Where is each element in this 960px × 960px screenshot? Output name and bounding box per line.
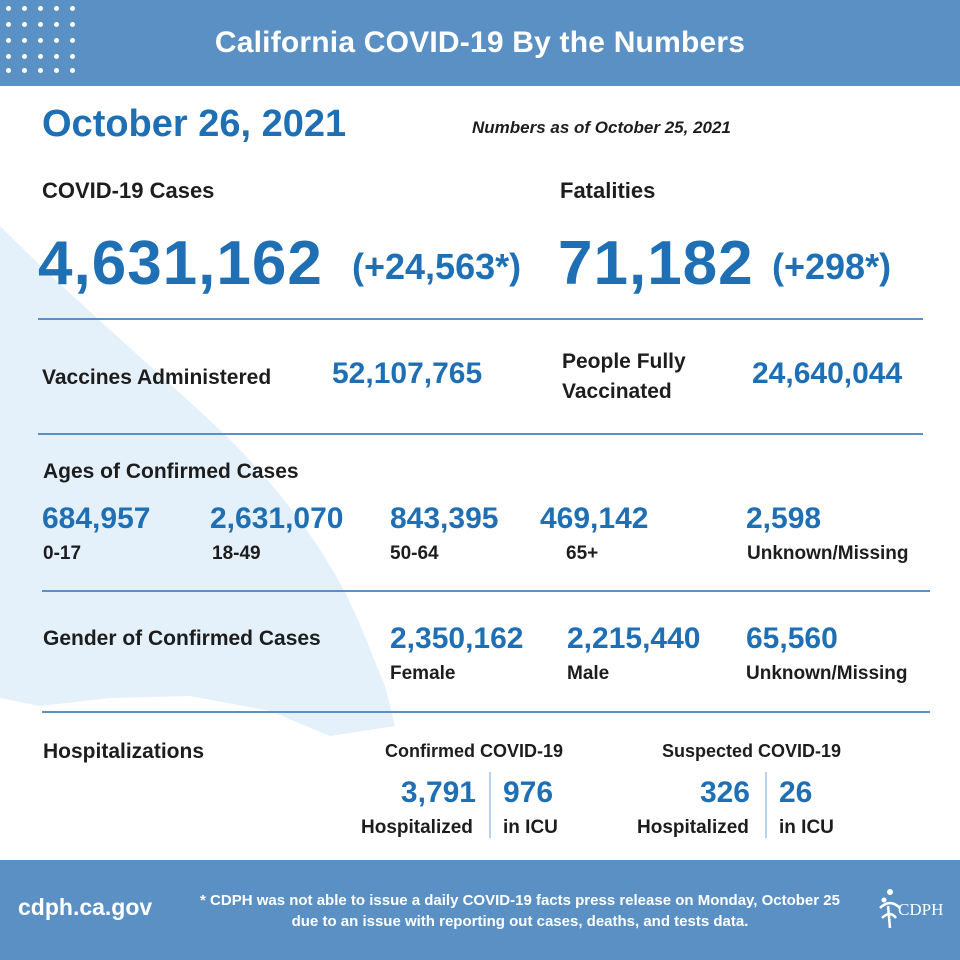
vaccines-administered-value: 52,107,765 (332, 357, 483, 390)
suspected-icu-label: in ICU (779, 817, 834, 838)
confirmed-hospitalized-value: 3,791 (400, 776, 476, 809)
divider (42, 711, 930, 713)
column-divider (489, 772, 491, 838)
footnote: * CDPH was not able to issue a daily COV… (200, 892, 840, 930)
logo-text: CDPH (898, 900, 944, 919)
divider (38, 318, 923, 320)
gender-label: Unknown/Missing (746, 663, 908, 684)
gender-title: Gender of Confirmed Cases (43, 627, 321, 650)
fatalities-delta: (+298*) (772, 246, 892, 287)
age-label: 18-49 (212, 543, 261, 564)
cdph-logo-icon: CDPH (876, 884, 946, 940)
age-label: 0-17 (43, 543, 82, 564)
ages-title: Ages of Confirmed Cases (43, 460, 299, 483)
page-title: California COVID-19 By the Numbers (214, 26, 746, 59)
report-date: October 26, 2021 (42, 103, 347, 145)
confirmed-icu-label: in ICU (503, 817, 558, 838)
footer-bar: cdph.ca.gov * CDPH was not able to issue… (0, 860, 960, 960)
divider (38, 433, 923, 435)
fully-vaccinated-label-line2: Vaccinated (562, 380, 672, 403)
age-label: 50-64 (390, 543, 439, 564)
age-value: 843,395 (390, 502, 499, 535)
vaccines-administered-label: Vaccines Administered (42, 366, 272, 389)
fatalities-total: 71,182 (558, 229, 754, 298)
gender-value: 2,215,440 (567, 622, 701, 655)
cases-total: 4,631,162 (38, 229, 323, 298)
header-bar: California COVID-19 By the Numbers (0, 0, 960, 86)
suspected-hospitalized-label: Hospitalized (637, 817, 749, 838)
confirmed-hospitalized-label: Hospitalized (361, 817, 473, 838)
age-value: 2,598 (746, 502, 822, 535)
divider (42, 590, 930, 592)
age-label: 65+ (566, 543, 599, 564)
california-map-background (0, 226, 395, 736)
gender-label: Female (390, 663, 456, 684)
age-value: 2,631,070 (210, 502, 344, 535)
age-value: 684,957 (42, 502, 151, 535)
column-divider (765, 772, 767, 838)
website-link[interactable]: cdph.ca.gov (18, 894, 153, 920)
confirmed-covid-title: Confirmed COVID-19 (385, 741, 564, 761)
fully-vaccinated-value: 24,640,044 (752, 357, 903, 390)
hospitalizations-title: Hospitalizations (43, 740, 205, 763)
fully-vaccinated-label-line1: People Fully (562, 350, 686, 373)
confirmed-icu-value: 976 (503, 776, 554, 809)
age-value: 469,142 (540, 502, 649, 535)
suspected-icu-value: 26 (779, 776, 813, 809)
cases-label: COVID-19 Cases (42, 178, 215, 203)
gender-label: Male (567, 663, 610, 684)
gender-value: 65,560 (746, 622, 838, 655)
cases-delta: (+24,563*) (352, 246, 522, 287)
gender-value: 2,350,162 (390, 622, 524, 655)
suspected-covid-title: Suspected COVID-19 (662, 741, 842, 761)
numbers-as-of: Numbers as of October 25, 2021 (472, 118, 731, 137)
suspected-hospitalized-value: 326 (699, 776, 750, 809)
age-label: Unknown/Missing (747, 543, 909, 564)
fatalities-label: Fatalities (560, 178, 656, 203)
